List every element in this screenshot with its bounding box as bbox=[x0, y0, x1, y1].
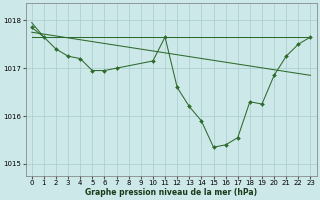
X-axis label: Graphe pression niveau de la mer (hPa): Graphe pression niveau de la mer (hPa) bbox=[85, 188, 257, 197]
